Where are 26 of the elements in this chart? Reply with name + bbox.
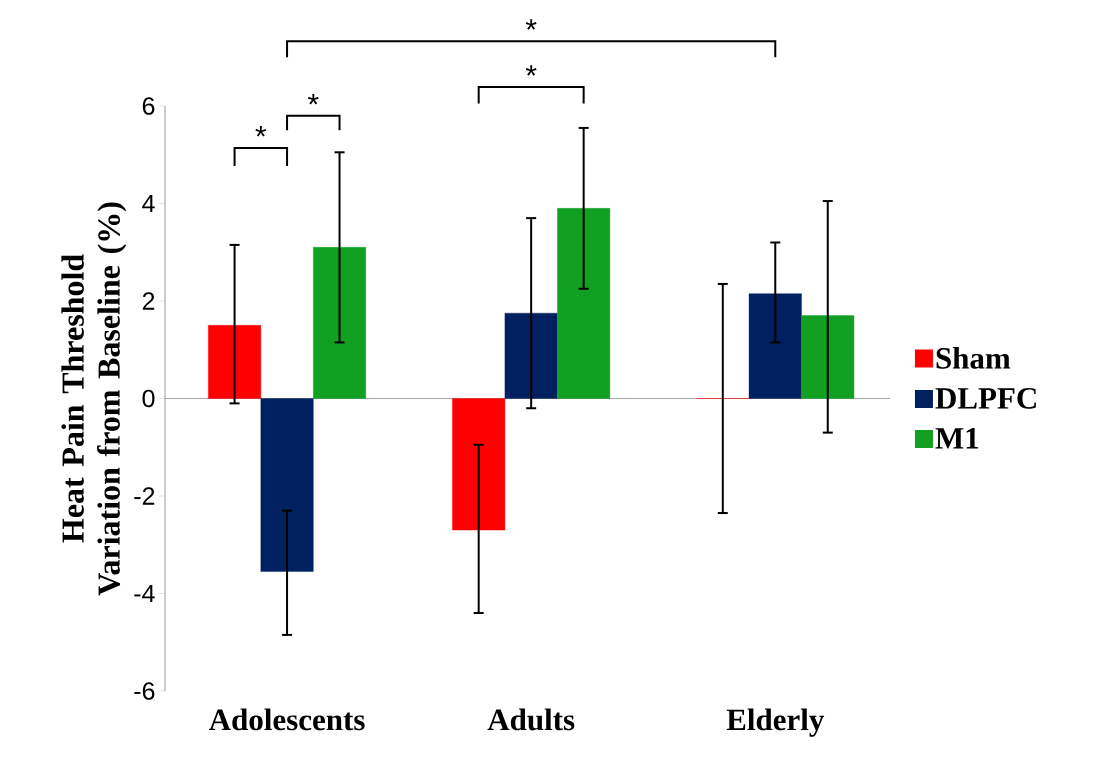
x-tick-label: Elderly	[726, 708, 825, 737]
y-tick-label: 2	[142, 292, 155, 310]
text: *	[525, 65, 537, 76]
bar	[452, 398, 506, 531]
y-axis-title: Heat Pain Threshold Variation from Baseline (%)	[61, 202, 127, 596]
annotation: *	[255, 126, 267, 137]
text: *	[525, 19, 537, 30]
x-tick-label: Adults	[487, 708, 575, 731]
legend-label: M1	[935, 428, 979, 449]
legend-label: DLPFC	[935, 387, 1036, 409]
bar	[504, 312, 558, 399]
bar	[260, 398, 314, 572]
text: *	[307, 93, 319, 105]
bar	[208, 325, 262, 399]
legend-label: Sham	[936, 346, 1011, 369]
bar	[557, 208, 611, 399]
bar	[748, 293, 802, 399]
bar	[801, 315, 855, 399]
bar	[313, 247, 366, 399]
y-tick-label: -2	[134, 487, 155, 505]
y-tick-label: 0	[142, 389, 155, 408]
y-tick-label: 6	[142, 97, 155, 115]
y-tick-label: -6	[134, 682, 155, 700]
x-tick-label: Adolescents	[209, 708, 365, 731]
y-tick-label: -4	[134, 584, 155, 603]
y-tick-label: 4	[142, 194, 155, 213]
